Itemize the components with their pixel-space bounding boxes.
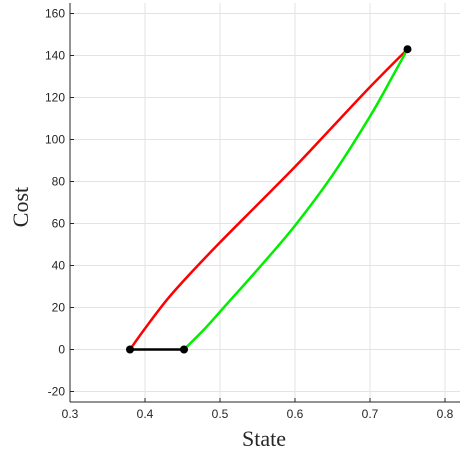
y-tick-label: -20	[48, 385, 66, 399]
x-axis-label: State	[242, 426, 286, 451]
x-tick-label: 0.6	[287, 407, 304, 421]
data-point-marker	[180, 345, 188, 354]
y-tick-label: 140	[45, 49, 65, 63]
grid	[69, 3, 460, 402]
x-tick-label: 0.5	[212, 407, 229, 421]
x-tick-label: 0.7	[362, 407, 379, 421]
x-tick-label: 0.4	[137, 407, 154, 421]
y-tick-label: 60	[52, 217, 66, 231]
axes: 0.3 0.4 0.5 0.6 0.7 0.8 -20 0 20 40 60 80 100 120 140 1…	[45, 3, 460, 421]
series-line-0	[128, 47, 409, 351]
y-tick-label: 120	[45, 91, 65, 105]
x-tick-label: 0.3	[62, 407, 79, 421]
marker-layer	[126, 45, 412, 354]
y-tick-label: 160	[45, 7, 65, 21]
series-layer	[128, 47, 409, 351]
y-tick-label: 40	[52, 259, 66, 273]
y-tick-label: 0	[58, 343, 65, 357]
y-tick-label: 20	[52, 301, 66, 315]
y-tick-label: 100	[45, 133, 65, 147]
data-point-marker	[403, 45, 412, 54]
x-tick-label: 0.8	[437, 407, 454, 421]
series-line-1	[182, 47, 409, 351]
y-tick-label: 80	[52, 175, 66, 189]
y-axis-label: Cost	[8, 187, 33, 227]
data-point-marker	[126, 345, 134, 354]
plot-area	[70, 3, 460, 402]
